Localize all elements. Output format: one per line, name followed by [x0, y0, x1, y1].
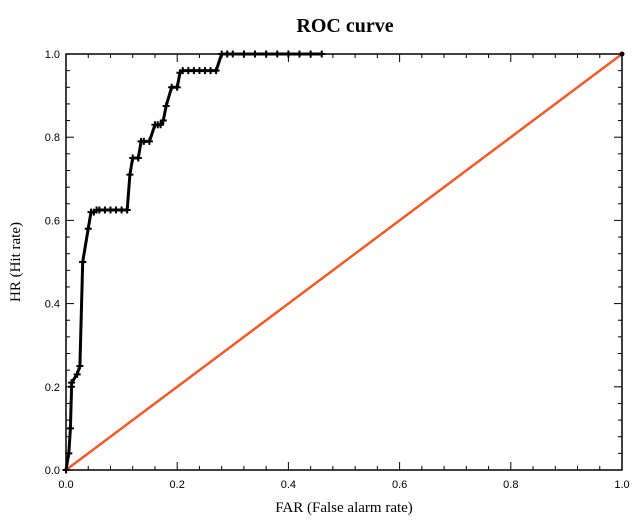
roc-point-marker — [273, 50, 281, 58]
roc-point-marker — [62, 466, 70, 474]
x-tick-label: 1.0 — [614, 479, 629, 491]
diagonal-reference-line — [65, 52, 623, 472]
axis-ticks: 0.0 0.2 0.4 0.6 0.8 1.0 0.0 0.2 0.4 0.6 0.8 1.0 — [45, 49, 630, 491]
y-tick-label: 0.0 — [45, 465, 60, 477]
x-axis-label: FAR (False alarm rate) — [275, 500, 413, 516]
roc-point-marker — [68, 379, 76, 387]
series-layer — [62, 50, 625, 474]
roc-point-marker — [84, 225, 92, 233]
roc-point-marker — [66, 424, 74, 432]
roc-point-marker — [65, 449, 73, 457]
roc-point-marker — [307, 50, 315, 58]
endpoint-dot — [619, 51, 625, 57]
roc-point-marker — [126, 171, 134, 179]
roc-point-marker — [159, 117, 167, 125]
chart-title: ROC curve — [296, 15, 393, 37]
roc-point-marker — [262, 50, 270, 58]
y-tick-label: 0.6 — [45, 215, 60, 227]
roc-point-marker — [284, 50, 292, 58]
x-tick-label: 0.4 — [281, 479, 296, 491]
roc-point-marker — [79, 258, 87, 266]
roc-point-marker — [296, 50, 304, 58]
roc-point-marker — [229, 50, 237, 58]
y-tick-label: 0.8 — [45, 132, 60, 144]
y-axis-label: HR (Hit rate) — [8, 222, 24, 302]
roc-point-marker — [318, 50, 326, 58]
roc-point-marker — [157, 121, 165, 129]
roc-curve-line — [64, 52, 322, 471]
y-tick-label: 0.4 — [45, 299, 60, 311]
x-tick-label: 0.2 — [170, 479, 185, 491]
roc-point-marker — [251, 50, 259, 58]
roc-point-marker — [73, 370, 81, 378]
roc-point-marker — [212, 67, 220, 75]
roc-point-marker — [240, 50, 248, 58]
roc-point-marker — [173, 83, 181, 91]
roc-point-marker — [134, 154, 142, 162]
roc-point-marker — [123, 206, 131, 214]
x-tick-label: 0.6 — [392, 479, 407, 491]
plot-area-frame — [65, 53, 623, 471]
x-tick-label: 0.8 — [503, 479, 518, 491]
roc-point-marker — [145, 137, 153, 145]
x-tick-label: 0.0 — [58, 479, 73, 491]
roc-point-marker — [162, 102, 170, 110]
roc-point-marker — [76, 362, 84, 370]
y-tick-label: 1.0 — [45, 49, 60, 61]
y-tick-label: 0.2 — [45, 382, 60, 394]
